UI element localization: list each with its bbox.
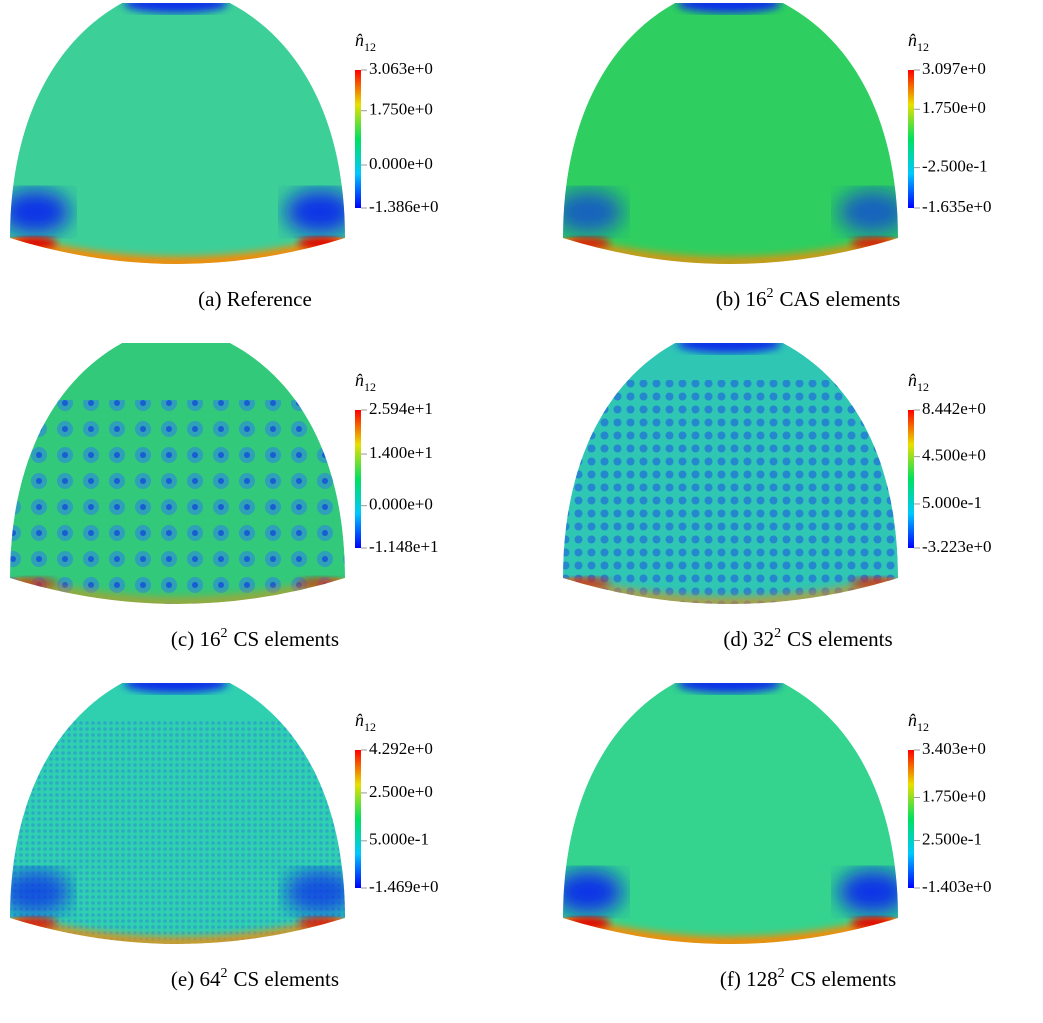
caption-base: 128 xyxy=(746,967,778,991)
caption-text: Reference xyxy=(227,287,312,311)
dome-plot xyxy=(563,683,898,944)
colorbar-label: 4.500e+0 xyxy=(922,446,986,465)
colorbar-label: -1.403e+0 xyxy=(922,877,992,896)
colorbar xyxy=(908,750,914,888)
colorbar xyxy=(355,750,361,888)
colorbar-label: 1.750e+0 xyxy=(369,100,433,119)
colorbar-label: 2.500e+0 xyxy=(369,782,433,801)
colorbar-label: 1.750e+0 xyxy=(922,98,986,117)
caption-exponent: 2 xyxy=(220,626,227,641)
colorbar-title: n̂12 xyxy=(908,710,929,734)
colorbar-title: n̂12 xyxy=(355,30,376,54)
colorbar-title: n̂12 xyxy=(908,30,929,54)
caption-text: CAS elements xyxy=(780,287,901,311)
colorbar xyxy=(355,70,361,208)
caption-exponent: 2 xyxy=(767,286,774,301)
colorbar-label: 8.442e+0 xyxy=(922,399,986,418)
caption-label: (c) xyxy=(171,627,194,651)
colorbar-label: -2.500e-1 xyxy=(922,157,988,176)
panel: n̂12 4.292e+0 2.500e+0 5.000e-1 -1.469e+0 (e)… xyxy=(10,683,439,991)
colorbar-label: 1.750e+0 xyxy=(922,786,986,805)
colorbar-label: -1.635e+0 xyxy=(922,197,992,216)
symbol: n̂ xyxy=(355,710,364,730)
colorbar-label: -1.469e+0 xyxy=(369,877,439,896)
caption-exponent: 2 xyxy=(778,966,785,981)
colorbar-title: n̂12 xyxy=(908,370,929,394)
dome-plot xyxy=(563,3,898,264)
panel: n̂12 3.063e+0 1.750e+0 0.000e+0 -1.386e+0 (a)… xyxy=(10,3,439,311)
symbol: n̂ xyxy=(908,710,917,730)
caption-label: (b) xyxy=(716,287,741,311)
colorbar-label: 3.063e+0 xyxy=(369,59,433,78)
subscript: 12 xyxy=(917,40,929,54)
colorbar-label: 3.403e+0 xyxy=(922,739,986,758)
panel: n̂12 3.403e+0 1.750e+0 2.500e-1 -1.403e+0 (f)… xyxy=(563,683,992,991)
caption-label: (f) xyxy=(720,967,741,991)
colorbar-label: 4.292e+0 xyxy=(369,739,433,758)
caption-label: (d) xyxy=(723,627,748,651)
caption-base: 16 xyxy=(746,287,767,311)
symbol: n̂ xyxy=(355,30,364,50)
dome-plot xyxy=(10,343,345,604)
caption-base: 64 xyxy=(199,967,221,991)
caption: (d) 322 CS elements xyxy=(723,626,892,651)
colorbar-label: 0.000e+0 xyxy=(369,495,433,514)
colorbar-label: 5.000e-1 xyxy=(369,830,429,849)
caption-label: (a) xyxy=(198,287,221,311)
colorbar-title: n̂12 xyxy=(355,370,376,394)
colorbar xyxy=(908,70,914,208)
caption-text: CS elements xyxy=(791,967,897,991)
colorbar-label: 5.000e-1 xyxy=(922,493,982,512)
caption: (b) 162 CAS elements xyxy=(716,286,901,311)
symbol: n̂ xyxy=(355,370,364,390)
colorbar-label: -3.223e+0 xyxy=(922,537,992,556)
caption-exponent: 2 xyxy=(774,626,781,641)
dome-plot xyxy=(563,343,898,604)
caption: (e) 642 CS elements xyxy=(171,966,339,991)
colorbar-label: 2.594e+1 xyxy=(369,399,433,418)
symbol: n̂ xyxy=(908,370,917,390)
caption-base: 16 xyxy=(199,627,220,651)
colorbar-label: -1.148e+1 xyxy=(369,537,439,556)
caption: (f) 1282 CS elements xyxy=(720,966,896,991)
colorbar-label: 1.400e+1 xyxy=(369,443,433,462)
colorbar-label: 3.097e+0 xyxy=(922,59,986,78)
caption-label: (e) xyxy=(171,967,194,991)
colorbar-title: n̂12 xyxy=(355,710,376,734)
caption-text: CS elements xyxy=(787,627,893,651)
symbol: n̂ xyxy=(908,30,917,50)
subscript: 12 xyxy=(917,380,929,394)
subscript: 12 xyxy=(364,40,376,54)
caption-text: CS elements xyxy=(233,967,339,991)
caption: (a) Reference xyxy=(198,287,312,311)
subscript: 12 xyxy=(364,380,376,394)
dome-plot xyxy=(10,683,345,944)
colorbar-label: -1.386e+0 xyxy=(369,197,439,216)
caption-base: 32 xyxy=(753,627,774,651)
panel: n̂12 8.442e+0 4.500e+0 5.000e-1 -3.223e+0 (d)… xyxy=(563,343,992,651)
dome-plot xyxy=(10,3,345,264)
colorbar xyxy=(908,410,914,548)
colorbar xyxy=(355,410,361,548)
caption-exponent: 2 xyxy=(220,966,227,981)
caption-text: CS elements xyxy=(233,627,339,651)
panel: n̂12 2.594e+1 1.400e+1 0.000e+0 -1.148e+1 (c)… xyxy=(10,343,439,651)
colorbar-label: 0.000e+0 xyxy=(369,154,433,173)
subscript: 12 xyxy=(917,720,929,734)
caption: (c) 162 CS elements xyxy=(171,626,339,651)
subscript: 12 xyxy=(364,720,376,734)
panel: n̂12 3.097e+0 1.750e+0 -2.500e-1 -1.635e+0 (b… xyxy=(563,3,992,311)
colorbar-label: 2.500e-1 xyxy=(922,829,982,848)
